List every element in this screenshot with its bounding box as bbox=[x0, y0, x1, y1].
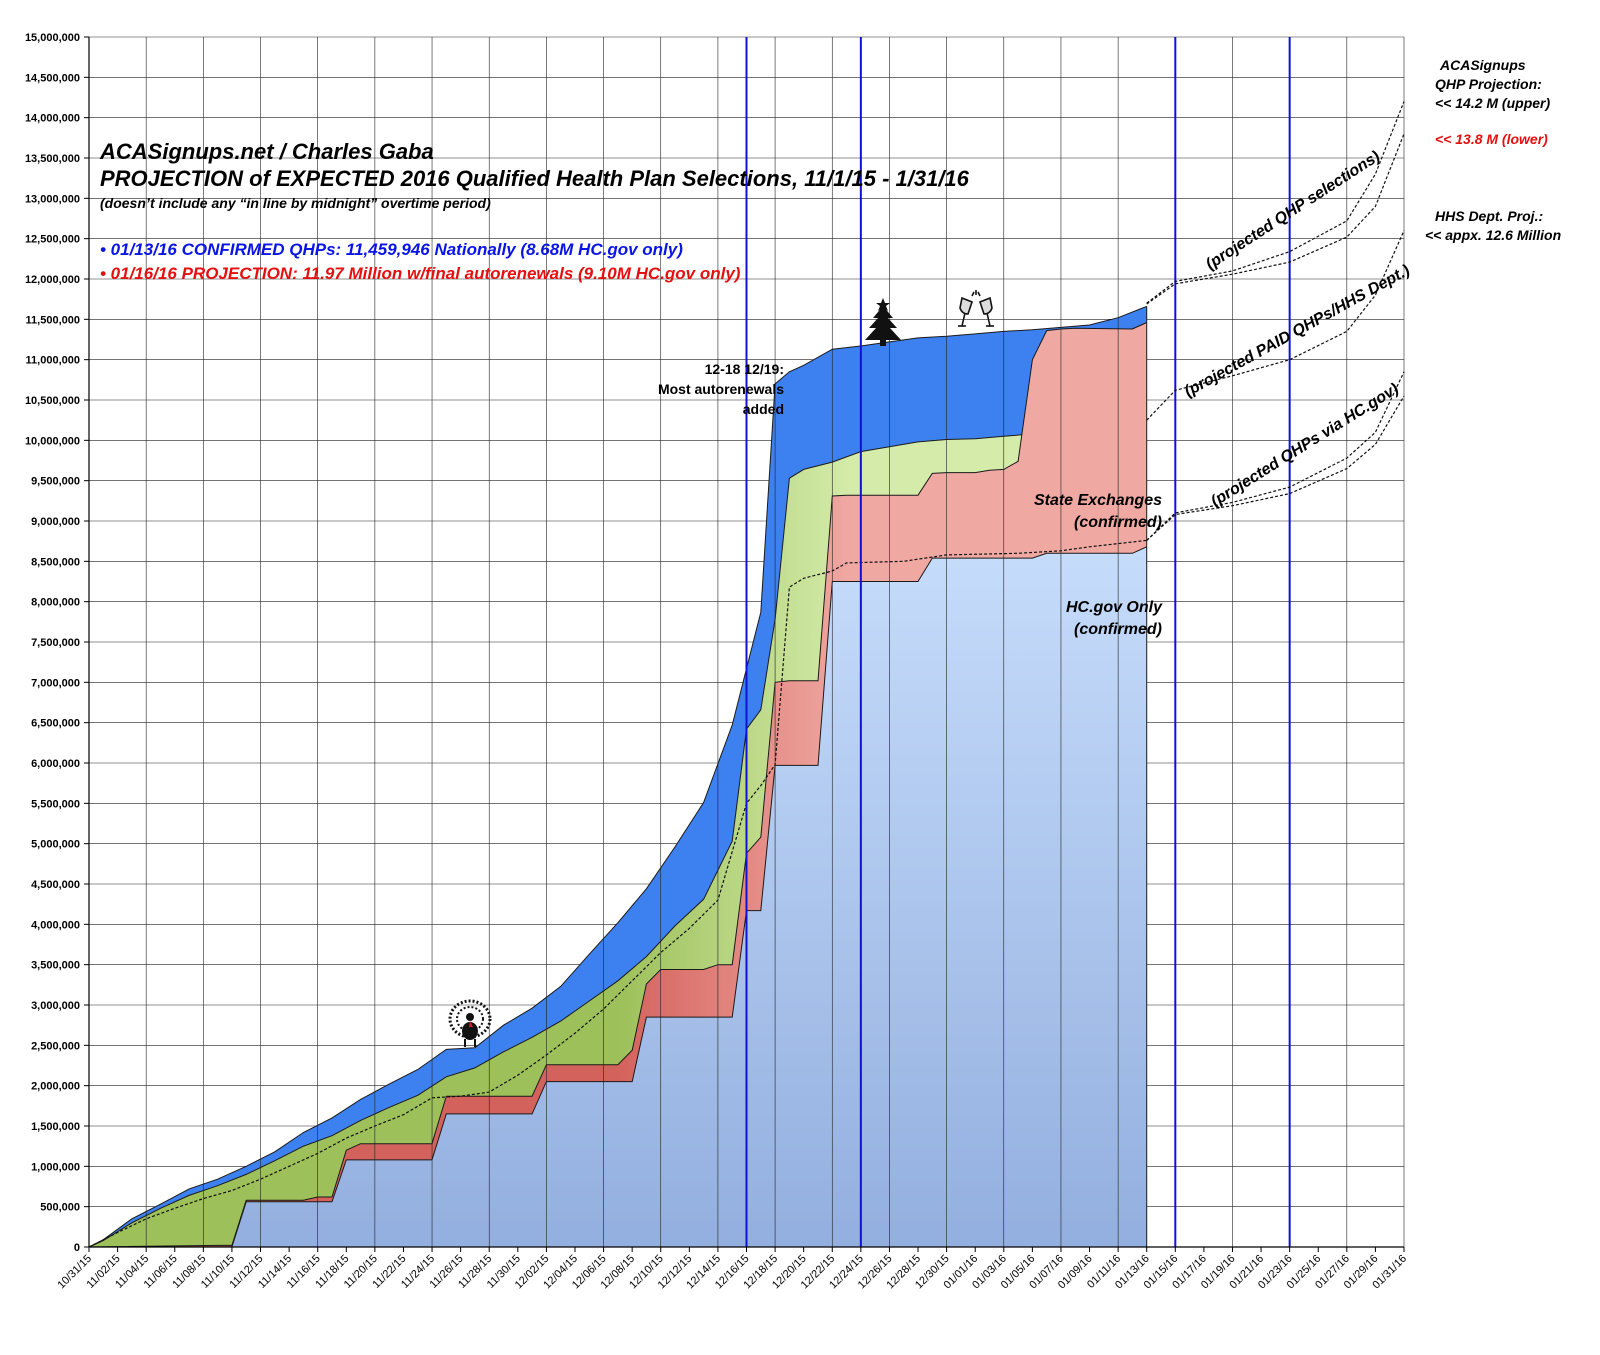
area-series bbox=[88, 305, 1148, 1248]
y-tick-label: 12,500,000 bbox=[25, 234, 80, 246]
christmas-tree-icon bbox=[865, 298, 901, 346]
y-tick-label: 8,500,000 bbox=[31, 556, 80, 568]
side-acasignups-line-1: ACASignups bbox=[1439, 57, 1526, 73]
autorenewals-line-2: Most autorenewals bbox=[658, 381, 784, 397]
y-tick-label: 12,000,000 bbox=[25, 274, 80, 286]
y-tick-label: 8,000,000 bbox=[31, 597, 80, 609]
y-tick-label: 2,000,000 bbox=[31, 1081, 80, 1093]
y-tick-label: 11,500,000 bbox=[26, 314, 80, 326]
y-tick-label: 3,000,000 bbox=[31, 1000, 80, 1012]
projected-qhp-selections-label: (projected QHP selections) bbox=[1203, 148, 1383, 273]
projection-lines bbox=[1146, 101, 1405, 541]
y-tick-label: 13,000,000 bbox=[25, 193, 80, 205]
side-acasignups-lower: << 13.8 M (lower) bbox=[1435, 131, 1548, 147]
y-tick-label: 4,000,000 bbox=[31, 919, 80, 931]
autorenewals-line-3: added bbox=[743, 401, 784, 417]
y-tick-label: 5,000,000 bbox=[31, 839, 80, 851]
y-tick-label: 1,000,000 bbox=[31, 1161, 80, 1173]
chart-title-line-1: ACASignups.net / Charles Gaba bbox=[99, 139, 434, 164]
side-hhs-projection: HHS Dept. Proj.: << appx. 12.6 Million bbox=[1425, 208, 1561, 243]
title-block: ACASignups.net / Charles Gaba PROJECTION… bbox=[99, 139, 970, 283]
y-tick-label: 7,500,000 bbox=[31, 637, 80, 649]
chart-title-line-2: PROJECTION of EXPECTED 2016 Qualified He… bbox=[100, 166, 970, 191]
y-tick-label: 11,000,000 bbox=[26, 355, 80, 367]
side-acasignups-projection: ACASignups QHP Projection: << 14.2 M (up… bbox=[1435, 57, 1550, 147]
autorenewals-annotation: 12-18 12/19: Most autorenewals added bbox=[658, 361, 784, 417]
y-tick-label: 5,500,000 bbox=[31, 798, 80, 810]
champagne-icon bbox=[958, 290, 994, 327]
hcgov-only-line-1: HC.gov Only bbox=[1066, 599, 1163, 616]
area-hcgov-only-outline bbox=[89, 546, 1147, 1248]
y-tick-label: 10,000,000 bbox=[25, 435, 80, 447]
y-tick-label: 9,500,000 bbox=[31, 476, 80, 488]
y-axis-ticks: 0 500,000 1,000,000 1,500,000 2,000,000 2,500… bbox=[25, 32, 89, 1254]
y-tick-label: 13,500,000 bbox=[25, 153, 80, 165]
y-tick-label: 9,000,000 bbox=[31, 516, 80, 528]
state-exchanges-line-1: State Exchanges bbox=[1034, 492, 1162, 509]
projection-curve bbox=[1146, 133, 1405, 305]
state-exchanges-label: State Exchanges (confirmed) bbox=[1034, 492, 1162, 531]
y-tick-label: 3,500,000 bbox=[31, 960, 80, 972]
y-tick-label: 2,500,000 bbox=[31, 1040, 80, 1052]
side-acasignups-line-2: QHP Projection: bbox=[1435, 76, 1542, 92]
stat-projection: • 01/16/16 PROJECTION: 11.97 Million w/f… bbox=[100, 264, 741, 283]
y-tick-label: 10,500,000 bbox=[25, 395, 80, 407]
vertical-gridlines bbox=[145, 37, 1405, 1247]
projection-curve bbox=[1146, 371, 1405, 541]
chart-subtitle: (doesn’t include any “in line by midnigh… bbox=[100, 195, 491, 211]
y-tick-label: 14,000,000 bbox=[25, 113, 80, 125]
y-tick-label: 14,500,000 bbox=[25, 72, 80, 84]
turkey-icon bbox=[448, 999, 492, 1047]
y-tick-label: 15,000,000 bbox=[25, 32, 80, 44]
hcgov-only-line-2: (confirmed) bbox=[1074, 621, 1162, 638]
y-tick-label: 500,000 bbox=[40, 1202, 80, 1214]
x-axis-ticks: 10/31/1511/02/1511/04/1511/06/1511/08/15… bbox=[55, 1247, 1409, 1291]
y-tick-label: 1,500,000 bbox=[31, 1121, 80, 1133]
hcgov-only-label: HC.gov Only (confirmed) bbox=[1066, 599, 1163, 638]
side-hhs-line-2: << appx. 12.6 Million bbox=[1425, 227, 1561, 243]
y-tick-label: 4,500,000 bbox=[31, 879, 80, 891]
side-hhs-line-1: HHS Dept. Proj.: bbox=[1435, 208, 1543, 224]
y-tick-label: 7,000,000 bbox=[31, 677, 80, 689]
area-state-exchanges-outline bbox=[88, 322, 1147, 1248]
side-acasignups-line-3: << 14.2 M (upper) bbox=[1435, 95, 1550, 111]
area-confirmed-total-outline bbox=[88, 305, 1147, 1248]
projected-paid-qhps-label: (projected PAID QHPs/HHS Dept.) bbox=[1182, 262, 1413, 400]
y-tick-label: 6,500,000 bbox=[31, 718, 80, 730]
y-tick-label: 6,000,000 bbox=[31, 758, 80, 770]
state-exchanges-line-2: (confirmed) bbox=[1074, 514, 1162, 531]
area-hcgov-only bbox=[89, 546, 1147, 1247]
stat-confirmed: • 01/13/16 CONFIRMED QHPs: 11,459,946 Na… bbox=[100, 240, 683, 259]
projection-curve bbox=[1146, 101, 1405, 304]
projection-curve bbox=[1146, 230, 1405, 421]
y-tick-label: 0 bbox=[74, 1242, 80, 1254]
autorenewals-line-1: 12-18 12/19: bbox=[705, 361, 784, 377]
